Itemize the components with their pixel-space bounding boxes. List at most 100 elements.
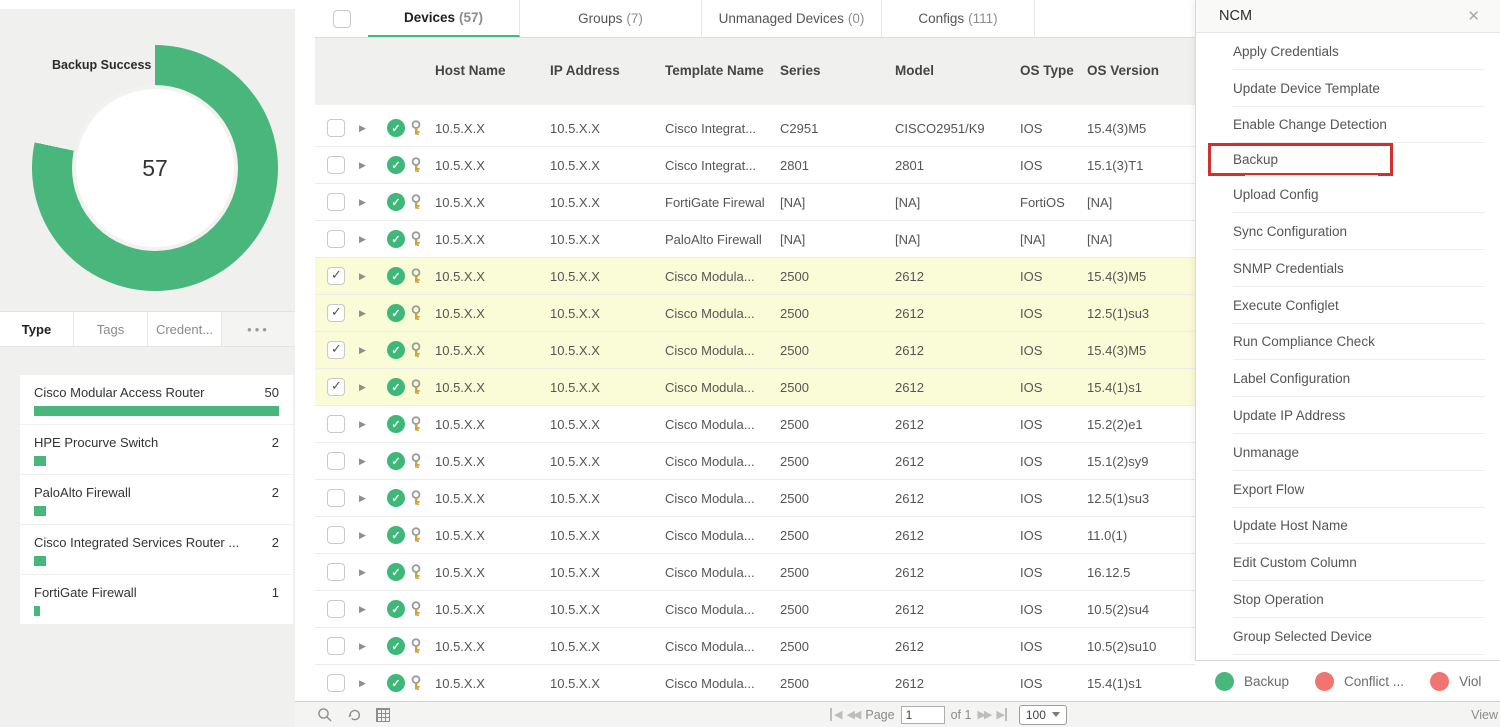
expand-arrow-icon[interactable]: ▶ <box>359 455 366 466</box>
device-type-bar <box>34 456 47 466</box>
row-checkbox[interactable] <box>327 415 345 433</box>
cell-host-name[interactable]: 10.5.X.X <box>435 527 485 543</box>
ncm-menu-item[interactable]: Apply Credentials <box>1196 33 1500 70</box>
row-checkbox[interactable] <box>327 489 345 507</box>
view-label[interactable]: View <box>1471 707 1498 722</box>
row-checkbox[interactable] <box>327 674 345 692</box>
cell-model: [NA] <box>895 231 921 247</box>
ncm-menu-item[interactable]: Label Configuration <box>1196 360 1500 398</box>
cell-host-name[interactable]: 10.5.X.X <box>435 194 485 210</box>
sidebar-tab[interactable]: Credent... <box>148 312 222 346</box>
cell-host-name[interactable]: 10.5.X.X <box>435 490 485 506</box>
device-type-item[interactable]: PaloAlto Firewall 2 <box>20 475 293 525</box>
device-type-item[interactable]: HPE Procurve Switch 2 <box>20 425 293 475</box>
cell-host-name[interactable]: 10.5.X.X <box>435 120 485 136</box>
expand-arrow-icon[interactable]: ▶ <box>359 196 366 207</box>
main-tab[interactable]: Configs (111) <box>882 0 1035 37</box>
row-checkbox[interactable] <box>327 230 345 248</box>
device-type-item[interactable]: Cisco Modular Access Router 50 <box>20 375 293 425</box>
expand-arrow-icon[interactable]: ▶ <box>359 122 366 133</box>
cell-host-name[interactable]: 10.5.X.X <box>435 342 485 358</box>
cell-host-name[interactable]: 10.5.X.X <box>435 157 485 173</box>
ncm-menu-item[interactable]: Execute Configlet <box>1196 287 1500 324</box>
ncm-menu-item[interactable]: Export Flow <box>1196 471 1500 508</box>
ncm-menu-item[interactable]: Group Selected Device <box>1196 618 1500 655</box>
cell-host-name[interactable]: 10.5.X.X <box>435 416 485 432</box>
page-number-input[interactable] <box>900 705 945 724</box>
expand-arrow-icon[interactable]: ▶ <box>359 233 366 244</box>
device-type-item[interactable]: FortiGate Firewall 1 <box>20 575 293 625</box>
expand-arrow-icon[interactable]: ▶ <box>359 677 366 688</box>
ncm-menu-item[interactable]: Backup <box>1208 143 1393 177</box>
cell-os-version: 11.0(1) <box>1087 527 1128 543</box>
cell-host-name[interactable]: 10.5.X.X <box>435 675 485 691</box>
cell-host-name[interactable]: 10.5.X.X <box>435 231 485 247</box>
expand-arrow-icon[interactable]: ▶ <box>359 492 366 503</box>
select-all-checkbox[interactable] <box>332 9 351 28</box>
next-page-icon[interactable]: ▶▶ <box>977 709 992 721</box>
ncm-menu-item[interactable]: Update Device Template <box>1196 70 1500 107</box>
credential-key-icon <box>409 157 435 173</box>
prev-page-icon[interactable]: ◀◀ <box>846 709 861 721</box>
ncm-menu-item-label: Execute Configlet <box>1233 297 1339 313</box>
ncm-menu-item[interactable]: Update IP Address <box>1196 397 1500 434</box>
page-size-select[interactable]: 100 <box>1018 704 1067 725</box>
row-checkbox[interactable] <box>327 563 345 581</box>
row-checkbox[interactable] <box>327 378 345 396</box>
row-checkbox[interactable] <box>327 637 345 655</box>
ncm-menu-item[interactable]: Unmanage <box>1196 434 1500 471</box>
main-tab[interactable]: Unmanaged Devices (0) <box>702 0 882 37</box>
ncm-menu-item[interactable]: Upload Config <box>1196 176 1500 214</box>
ncm-menu-item[interactable]: Stop Operation <box>1196 581 1500 618</box>
row-checkbox[interactable] <box>327 267 345 285</box>
sidebar-tab[interactable]: ••• <box>222 312 295 346</box>
row-checkbox[interactable] <box>327 452 345 470</box>
cell-ip-address: 10.5.X.X <box>550 490 600 506</box>
cell-host-name[interactable]: 10.5.X.X <box>435 638 485 654</box>
sidebar-tab[interactable]: Tags <box>74 312 148 346</box>
ncm-menu-item-label: Export Flow <box>1233 481 1305 497</box>
first-page-icon[interactable]: ◀ <box>830 708 843 721</box>
refresh-icon[interactable] <box>347 707 362 722</box>
expand-arrow-icon[interactable]: ▶ <box>359 381 366 392</box>
ncm-menu-item[interactable]: SNMP Credentials <box>1196 250 1500 287</box>
ncm-menu-item[interactable]: Edit Custom Column <box>1196 544 1500 582</box>
cell-host-name[interactable]: 10.5.X.X <box>435 305 485 321</box>
row-checkbox[interactable] <box>327 193 345 211</box>
cell-os-type: IOS <box>1020 157 1043 173</box>
ncm-menu-item[interactable]: Update Host Name <box>1196 508 1500 545</box>
expand-arrow-icon[interactable]: ▶ <box>359 566 366 577</box>
cell-host-name[interactable]: 10.5.X.X <box>435 379 485 395</box>
expand-arrow-icon[interactable]: ▶ <box>359 344 366 355</box>
close-icon[interactable]: ✕ <box>1467 8 1480 25</box>
main-tab[interactable]: Groups (7) <box>520 0 702 37</box>
cell-host-name[interactable]: 10.5.X.X <box>435 268 485 284</box>
expand-arrow-icon[interactable]: ▶ <box>359 418 366 429</box>
main-tab[interactable]: Devices (57) <box>368 0 520 37</box>
search-icon[interactable] <box>317 707 333 723</box>
row-checkbox[interactable] <box>327 526 345 544</box>
row-checkbox[interactable] <box>327 119 345 137</box>
status-ok-icon: ✓ <box>387 119 405 137</box>
row-checkbox[interactable] <box>327 156 345 174</box>
cell-host-name[interactable]: 10.5.X.X <box>435 564 485 580</box>
ncm-menu-item[interactable]: Run Compliance Check <box>1196 324 1500 361</box>
sidebar-tab[interactable]: Type <box>0 312 74 346</box>
row-checkbox[interactable] <box>327 304 345 322</box>
device-type-item[interactable]: Cisco Integrated Services Router ... 2 <box>20 525 293 575</box>
row-checkbox[interactable] <box>327 341 345 359</box>
expand-arrow-icon[interactable]: ▶ <box>359 307 366 318</box>
ncm-menu-item[interactable]: Enable Change Detection <box>1196 107 1500 144</box>
expand-arrow-icon[interactable]: ▶ <box>359 270 366 281</box>
expand-arrow-icon[interactable]: ▶ <box>359 640 366 651</box>
expand-arrow-icon[interactable]: ▶ <box>359 529 366 540</box>
expand-arrow-icon[interactable]: ▶ <box>359 603 366 614</box>
last-page-icon[interactable]: ▶ <box>996 708 1007 721</box>
expand-arrow-icon[interactable]: ▶ <box>359 159 366 170</box>
grid-view-icon[interactable] <box>376 707 390 722</box>
ncm-menu-item[interactable]: Sync Configuration <box>1196 213 1500 250</box>
status-ok-icon: ✓ <box>387 637 405 655</box>
cell-host-name[interactable]: 10.5.X.X <box>435 453 485 469</box>
row-checkbox[interactable] <box>327 600 345 618</box>
cell-host-name[interactable]: 10.5.X.X <box>435 601 485 617</box>
